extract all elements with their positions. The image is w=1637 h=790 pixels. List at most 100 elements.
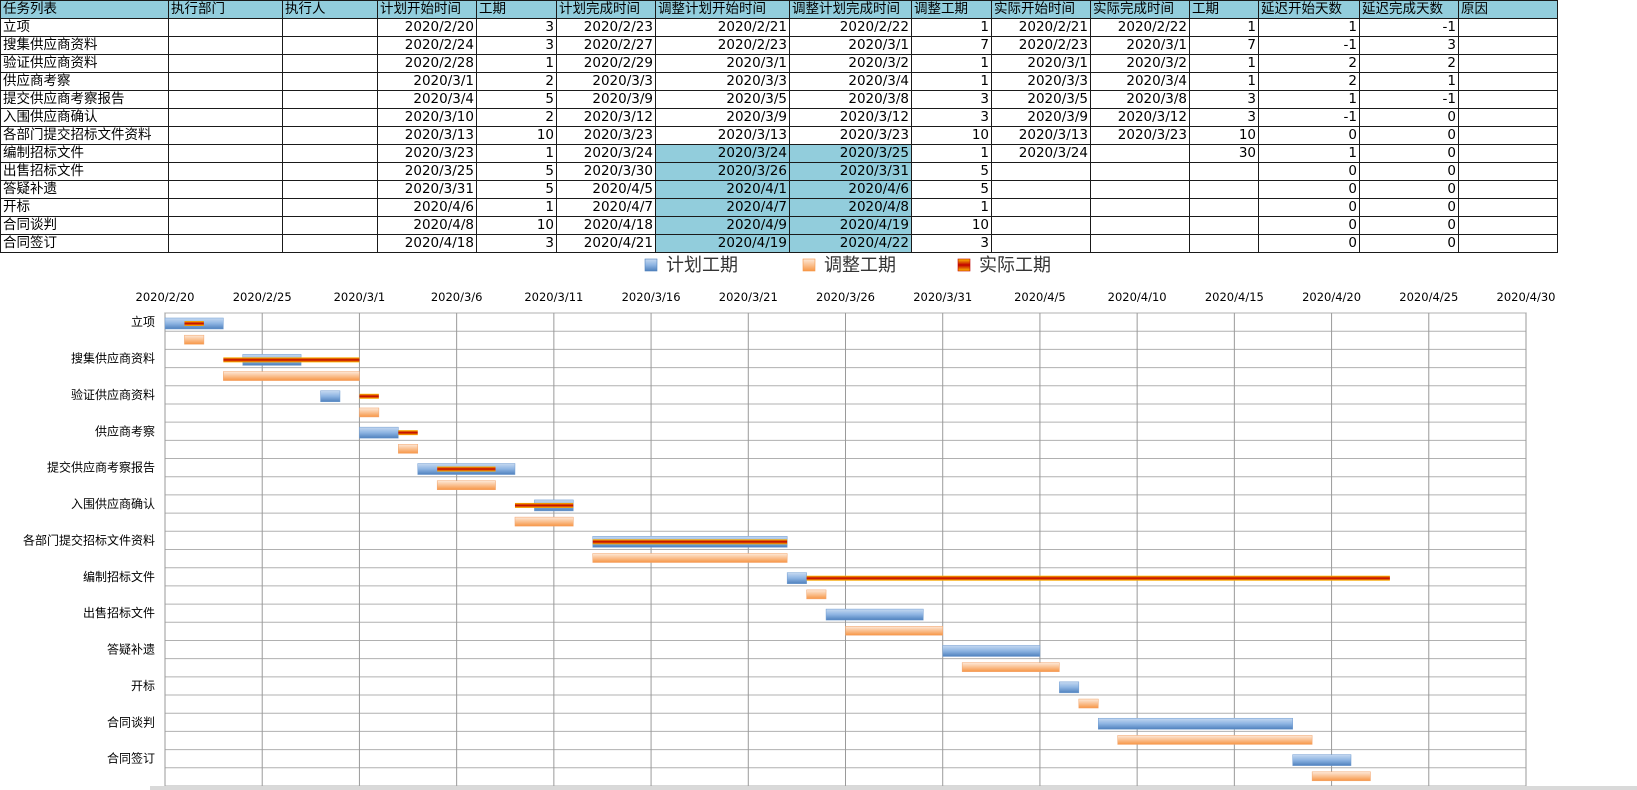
table-cell[interactable]: 2020/3/31 <box>789 162 912 181</box>
column-header[interactable]: 调整计划开始时间 <box>655 0 790 19</box>
table-cell[interactable]: 2 <box>1258 72 1360 91</box>
table-cell[interactable]: 2020/3/8 <box>789 90 912 109</box>
table-cell[interactable]: 1 <box>1258 144 1360 163</box>
table-cell[interactable] <box>1189 216 1259 235</box>
table-cell[interactable]: 开标 <box>0 198 169 217</box>
table-cell[interactable]: 10 <box>911 216 992 235</box>
table-cell[interactable]: 3 <box>476 18 557 37</box>
table-cell[interactable]: 2020/3/23 <box>789 126 912 145</box>
table-cell[interactable] <box>168 36 283 55</box>
table-cell[interactable]: 2020/4/5 <box>556 180 656 199</box>
table-cell[interactable]: 3 <box>911 234 992 253</box>
table-cell[interactable]: 立项 <box>0 18 169 37</box>
table-cell[interactable] <box>1189 234 1259 253</box>
table-cell[interactable] <box>1090 162 1190 181</box>
table-cell[interactable] <box>282 216 378 235</box>
table-cell[interactable]: 0 <box>1359 108 1459 127</box>
table-cell[interactable]: 2020/3/2 <box>789 54 912 73</box>
column-header[interactable]: 任务列表 <box>0 0 169 19</box>
table-cell[interactable] <box>168 198 283 217</box>
table-cell[interactable]: 0 <box>1359 180 1459 199</box>
table-cell[interactable]: 2 <box>476 108 557 127</box>
table-cell[interactable]: 2020/3/4 <box>377 90 477 109</box>
table-cell[interactable]: 5 <box>476 180 557 199</box>
table-cell[interactable]: 2020/4/19 <box>789 216 912 235</box>
table-cell[interactable]: 1 <box>476 54 557 73</box>
table-cell[interactable] <box>1458 234 1558 253</box>
table-cell[interactable]: 2020/3/10 <box>377 108 477 127</box>
table-cell[interactable] <box>1090 234 1190 253</box>
table-cell[interactable] <box>1458 144 1558 163</box>
table-cell[interactable]: 1 <box>911 18 992 37</box>
table-cell[interactable] <box>282 234 378 253</box>
table-cell[interactable]: 2020/3/24 <box>556 144 656 163</box>
table-cell[interactable] <box>168 216 283 235</box>
table-cell[interactable]: -1 <box>1258 36 1360 55</box>
table-cell[interactable]: 2020/4/22 <box>789 234 912 253</box>
table-cell[interactable]: 3 <box>1189 108 1259 127</box>
table-cell[interactable]: 2020/4/21 <box>556 234 656 253</box>
table-cell[interactable]: 3 <box>1189 90 1259 109</box>
table-cell[interactable]: -1 <box>1359 90 1459 109</box>
table-cell[interactable] <box>1090 216 1190 235</box>
table-cell[interactable] <box>168 180 283 199</box>
table-cell[interactable]: 2020/3/23 <box>1090 126 1190 145</box>
table-cell[interactable]: 2020/2/22 <box>1090 18 1190 37</box>
table-cell[interactable]: 答疑补遗 <box>0 180 169 199</box>
table-cell[interactable]: 2020/3/13 <box>377 126 477 145</box>
table-cell[interactable] <box>168 162 283 181</box>
table-cell[interactable]: 2020/4/19 <box>655 234 790 253</box>
table-cell[interactable]: 合同签订 <box>0 234 169 253</box>
table-cell[interactable] <box>1090 180 1190 199</box>
table-cell[interactable]: 2020/3/1 <box>377 72 477 91</box>
table-cell[interactable]: 各部门提交招标文件资料 <box>0 126 169 145</box>
table-cell[interactable] <box>282 144 378 163</box>
column-header[interactable]: 执行人 <box>282 0 378 19</box>
table-cell[interactable]: 2020/3/1 <box>789 36 912 55</box>
table-cell[interactable] <box>168 108 283 127</box>
table-cell[interactable]: 2020/4/8 <box>789 198 912 217</box>
table-cell[interactable] <box>991 198 1091 217</box>
column-header[interactable]: 调整工期 <box>911 0 992 19</box>
table-cell[interactable]: 2020/3/30 <box>556 162 656 181</box>
table-cell[interactable]: 0 <box>1258 162 1360 181</box>
table-cell[interactable]: -1 <box>1258 108 1360 127</box>
table-cell[interactable] <box>1458 180 1558 199</box>
table-cell[interactable] <box>1458 198 1558 217</box>
table-cell[interactable]: 2020/3/2 <box>1090 54 1190 73</box>
table-cell[interactable] <box>282 198 378 217</box>
table-cell[interactable]: 2020/3/8 <box>1090 90 1190 109</box>
table-cell[interactable]: 2020/4/18 <box>556 216 656 235</box>
table-cell[interactable] <box>1458 36 1558 55</box>
table-cell[interactable]: 2020/3/3 <box>991 72 1091 91</box>
table-cell[interactable]: 2020/4/9 <box>655 216 790 235</box>
column-header[interactable]: 原因 <box>1458 0 1558 19</box>
table-cell[interactable] <box>991 234 1091 253</box>
column-header[interactable]: 实际开始时间 <box>991 0 1091 19</box>
table-cell[interactable]: 2020/3/3 <box>556 72 656 91</box>
column-header[interactable]: 调整计划完成时间 <box>789 0 912 19</box>
table-cell[interactable]: 2020/3/12 <box>1090 108 1190 127</box>
table-cell[interactable]: 2020/2/27 <box>556 36 656 55</box>
table-cell[interactable] <box>1090 198 1190 217</box>
table-cell[interactable]: 3 <box>476 36 557 55</box>
table-cell[interactable]: 2020/2/21 <box>655 18 790 37</box>
table-cell[interactable]: 3 <box>1359 36 1459 55</box>
table-cell[interactable]: 2020/4/18 <box>377 234 477 253</box>
table-cell[interactable]: 2020/4/6 <box>789 180 912 199</box>
table-cell[interactable] <box>282 126 378 145</box>
horizontal-scrollbar[interactable] <box>150 786 1637 790</box>
table-cell[interactable]: 0 <box>1258 234 1360 253</box>
table-cell[interactable]: 0 <box>1258 198 1360 217</box>
table-cell[interactable]: 验证供应商资料 <box>0 54 169 73</box>
table-cell[interactable]: 0 <box>1359 144 1459 163</box>
table-cell[interactable]: 0 <box>1258 180 1360 199</box>
column-header[interactable]: 延迟完成天数 <box>1359 0 1459 19</box>
table-cell[interactable] <box>1458 18 1558 37</box>
table-cell[interactable]: 2020/3/24 <box>655 144 790 163</box>
table-cell[interactable] <box>991 162 1091 181</box>
table-cell[interactable] <box>1458 216 1558 235</box>
table-cell[interactable]: 2020/2/28 <box>377 54 477 73</box>
table-cell[interactable]: 7 <box>911 36 992 55</box>
table-cell[interactable] <box>1189 198 1259 217</box>
